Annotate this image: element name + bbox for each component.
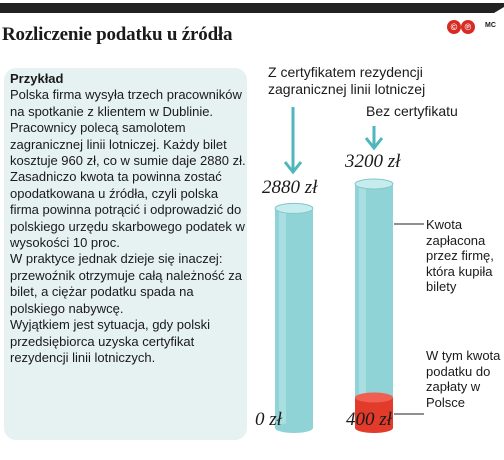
example-paragraph: W praktyce jednak dzieje się inaczej: pr…: [10, 251, 242, 316]
category-label-without-certificate: Bez certyfikatu: [366, 103, 458, 119]
total-label-without-certificate: 3200 zł: [345, 151, 401, 172]
tax-label-with-certificate: 0 zł: [255, 409, 282, 430]
example-paragraph: Wyjątkiem jest sytuacja, gdy polski prze…: [10, 317, 211, 365]
cylinder-highlight: [359, 184, 366, 428]
cylinder-base: [275, 423, 313, 433]
total-label-with-certificate: 2880 zł: [262, 177, 318, 198]
cylinder-top: [354, 178, 394, 190]
tax-segment: [355, 397, 393, 428]
example-paragraph: Polska firma wysyła trzech pracowników n…: [10, 87, 246, 251]
cylinder-base: [355, 423, 393, 433]
example-text: Przykład Polska firma wysyła trzech prac…: [10, 71, 250, 366]
bar-without-certificate: [354, 178, 394, 433]
category-label-with-certificate: Z certyfikatem rezydencji zagranicznej l…: [268, 64, 426, 97]
svg-text:℗: ℗: [465, 22, 472, 32]
arrow-down-icon: [364, 126, 384, 151]
tax-label-without-certificate: 400 zł: [346, 409, 392, 430]
publisher-logo-icon: © ℗: [446, 19, 476, 35]
page-title: Rozliczenie podatku u źródła: [2, 24, 233, 45]
example-panel: [4, 68, 247, 440]
tax-segment-top: [355, 392, 393, 403]
example-heading: Przykład: [10, 71, 64, 86]
svg-text:©: ©: [451, 22, 458, 32]
cylinder-top: [274, 202, 314, 214]
cylinder-highlight: [279, 208, 286, 428]
credit-label: MC: [485, 22, 496, 29]
arrow-down-icon: [283, 107, 303, 175]
bar-with-certificate: [274, 202, 314, 433]
annotation-paid: Kwota zapłacona przez firmę, która kupił…: [426, 217, 494, 294]
annotation-tax: W tym kwota podatku do zapłaty w Polsce: [426, 348, 501, 410]
header-rule: [0, 0, 504, 13]
